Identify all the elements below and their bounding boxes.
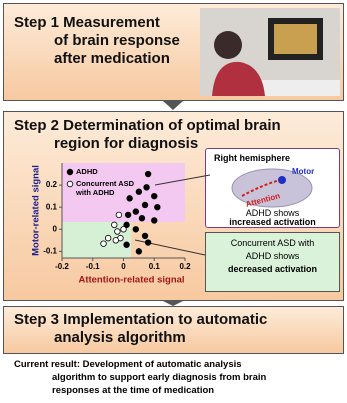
point (135, 188, 143, 195)
y-tick-label: 0.2 (46, 180, 58, 189)
point (123, 241, 130, 248)
step1-line: after medication (54, 50, 170, 67)
asd-box (205, 232, 340, 292)
step2-line: region for diagnosis (54, 135, 199, 152)
point (151, 192, 158, 200)
point (144, 239, 152, 246)
photo-desk (250, 80, 340, 96)
point (143, 184, 150, 191)
step3-box (3, 306, 344, 354)
arrow (163, 101, 183, 110)
x-tick-label: -0.2 (55, 262, 69, 271)
point (114, 228, 121, 235)
motor-label: Motor (292, 167, 314, 176)
step3-line: Step 3 Implementation to automatic (14, 311, 268, 328)
brain-line: increased activation (229, 217, 316, 227)
point (111, 221, 118, 229)
point (124, 211, 132, 219)
x-tick-label: 0.1 (149, 262, 161, 271)
x-tick-label: 0 (121, 262, 126, 271)
motor-dot (278, 176, 286, 184)
point (132, 226, 139, 233)
point (126, 195, 133, 202)
legend: ADHD Concurrent ASD with ADHD (76, 167, 138, 200)
result-line: algorithm to support early diagnosis fro… (52, 372, 267, 383)
x-tick-label: -0.1 (86, 262, 100, 271)
asd-line: Concurrent ASD with (230, 238, 315, 248)
y-tick-label: 0.1 (46, 202, 58, 211)
point (100, 240, 107, 247)
result-line: Current result: Development of automatic… (14, 359, 242, 370)
brain-title: Right hemisphere (214, 153, 291, 163)
brain-arrow (241, 179, 281, 197)
point (104, 234, 112, 242)
legend-marker (66, 168, 74, 176)
point (138, 215, 146, 222)
brain (231, 168, 313, 208)
adhd-region (62, 163, 185, 222)
point (141, 201, 149, 209)
result-line: responses at the time of medication (52, 385, 215, 396)
x-tick-label: 0.2 (179, 262, 191, 271)
point (132, 208, 139, 215)
asd-line: ADHD shows (245, 251, 300, 261)
point (141, 232, 149, 240)
photo-body (212, 61, 265, 96)
point (112, 237, 120, 244)
point (154, 203, 161, 211)
step1-line: Step 1 Measurement (14, 14, 160, 31)
point (120, 226, 127, 233)
y-tick-label: 0 (53, 224, 58, 233)
asd-line: decreased activation (227, 264, 318, 274)
point (135, 248, 143, 255)
y-axis-label: Motor-related signal (31, 165, 42, 256)
step3-line: analysis algorithm (54, 329, 186, 346)
x-axis-label: Attention-related signal (78, 275, 184, 286)
leader-line (154, 174, 211, 186)
photo-screen (274, 24, 317, 54)
arrow (163, 301, 183, 306)
legend-marker (66, 180, 74, 188)
step1-line: of brain response (54, 32, 180, 49)
brain-line: ADHD shows (245, 208, 300, 218)
point (151, 217, 158, 224)
point (144, 170, 152, 178)
point (115, 211, 123, 219)
legend-label: Concurrent ASD with ADHD (76, 179, 135, 197)
photo-head (214, 31, 242, 59)
point (123, 221, 130, 229)
step2-line: Step 2 Determination of optimal brain (14, 117, 281, 134)
y-tick-label: -0.1 (43, 246, 57, 255)
legend-label: ADHD (76, 167, 98, 176)
